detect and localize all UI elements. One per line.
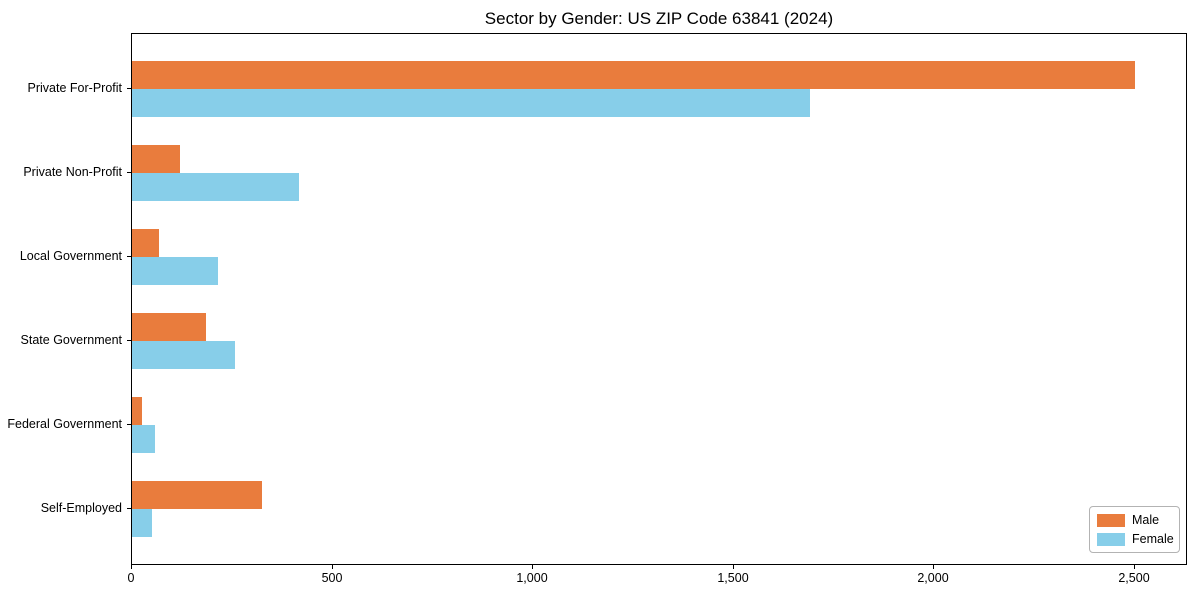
bar-female-private-non-profit: [132, 173, 299, 201]
y-tick-mark: [127, 88, 131, 89]
y-tick-label-federal-government: Federal Government: [7, 417, 122, 431]
y-tick-mark: [127, 424, 131, 425]
y-tick-label-local-government: Local Government: [19, 249, 122, 263]
bar-male-self-employed: [132, 481, 262, 509]
bar-female-private-for-profit: [132, 89, 810, 117]
x-tick-mark: [733, 565, 734, 569]
y-tick-mark: [127, 340, 131, 341]
bar-female-federal-government: [132, 425, 155, 453]
x-tick-mark: [131, 565, 132, 569]
legend-label-male: Male: [1132, 513, 1160, 527]
legend-label-female: Female: [1132, 532, 1174, 546]
y-tick-label-private-non-profit: Private Non-Profit: [23, 165, 122, 179]
male-swatch-icon: [1097, 513, 1125, 527]
x-tick-mark: [933, 565, 934, 569]
bar-male-private-non-profit: [132, 145, 180, 173]
y-tick-mark: [127, 256, 131, 257]
y-tick-mark: [127, 172, 131, 173]
bar-male-state-government: [132, 313, 206, 341]
legend-item-female: Female: [1097, 532, 1174, 546]
bar-male-federal-government: [132, 397, 142, 425]
x-tick-label-0: 0: [127, 571, 135, 585]
bar-male-private-for-profit: [132, 61, 1135, 89]
y-tick-label-self-employed: Self-Employed: [40, 501, 122, 515]
x-tick-label-2000: 2,000: [917, 571, 949, 585]
x-tick-label-500: 500: [321, 571, 343, 585]
bar-male-local-government: [132, 229, 159, 257]
x-tick-label-2500: 2,500: [1118, 571, 1150, 585]
plot-area: [131, 33, 1187, 565]
bar-female-self-employed: [132, 509, 152, 537]
x-tick-label-1000: 1,000: [516, 571, 548, 585]
legend-item-male: Male: [1097, 513, 1171, 527]
x-tick-mark: [1134, 565, 1135, 569]
chart-title: Sector by Gender: US ZIP Code 63841 (202…: [484, 9, 834, 28]
x-tick-mark: [532, 565, 533, 569]
y-tick-mark: [127, 508, 131, 509]
y-tick-label-private-for-profit: Private For-Profit: [27, 81, 122, 95]
x-tick-mark: [332, 565, 333, 569]
bar-female-state-government: [132, 341, 235, 369]
y-tick-label-state-government: State Government: [20, 333, 122, 347]
bar-female-local-government: [132, 257, 218, 285]
legend: Male Female: [1089, 506, 1180, 553]
female-swatch-icon: [1097, 532, 1125, 546]
x-tick-label-1500: 1,500: [717, 571, 749, 585]
